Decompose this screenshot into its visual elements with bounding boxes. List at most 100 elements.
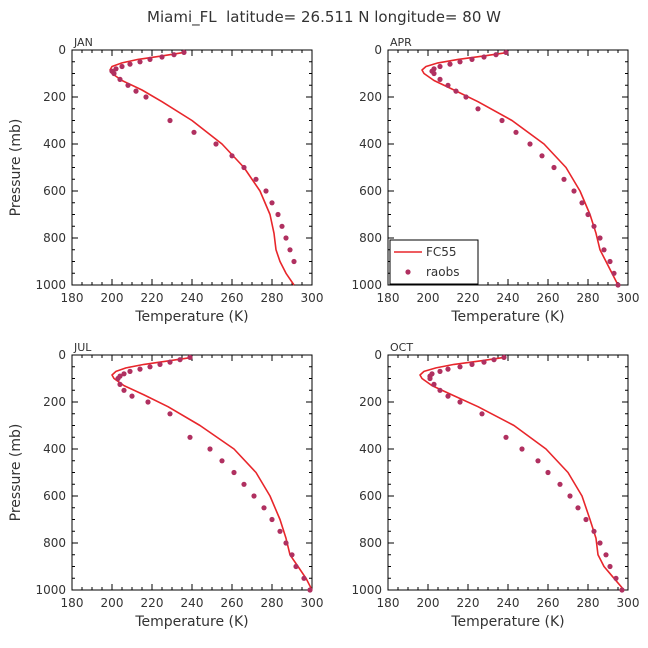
y-tick-label: 600	[359, 184, 382, 198]
data-point-raobs	[603, 552, 609, 558]
data-point-raobs	[145, 399, 151, 405]
panel-oct: 180 200 220 240 260 280 300 0 200 400 600 800 1000 OC…	[351, 341, 639, 630]
data-point-raobs	[619, 587, 625, 593]
panel-label: JAN	[73, 36, 93, 49]
x-tick-label: 300	[617, 596, 640, 610]
y-tick-label: 600	[43, 184, 66, 198]
data-point-raobs	[491, 357, 497, 363]
data-point-raobs	[437, 76, 443, 82]
data-point-raobs	[277, 528, 283, 534]
data-point-raobs	[445, 366, 451, 372]
x-axis-label: Temperature (K)	[134, 309, 248, 325]
data-point-raobs	[283, 235, 289, 241]
x-tick-label: 200	[101, 596, 124, 610]
data-point-raobs	[501, 354, 507, 360]
data-point-raobs	[143, 94, 149, 100]
legend-marker-swatch	[405, 269, 411, 275]
y-tick-label: 600	[359, 489, 382, 503]
x-tick-label: 280	[261, 596, 284, 610]
data-point-raobs	[591, 223, 597, 229]
y-tick-label: 400	[43, 442, 66, 456]
data-point-raobs	[111, 70, 117, 77]
data-point-raobs	[579, 200, 585, 206]
series-line-fc55	[419, 356, 625, 591]
data-point-raobs	[269, 516, 275, 523]
y-tick-label: 1000	[351, 278, 382, 292]
data-point-raobs	[115, 375, 121, 382]
x-tick-label: 180	[377, 291, 400, 305]
panel-label: JUL	[73, 341, 92, 354]
data-point-raobs	[269, 200, 275, 206]
x-tick-label: 240	[497, 291, 520, 305]
data-point-raobs	[187, 434, 193, 440]
data-point-raobs	[191, 129, 197, 135]
y-tick-label: 1000	[351, 583, 382, 597]
data-point-raobs	[591, 528, 597, 534]
data-point-raobs	[611, 270, 617, 276]
data-point-raobs	[121, 371, 127, 377]
data-point-raobs	[137, 366, 143, 372]
data-point-raobs	[117, 76, 123, 82]
x-tick-label: 280	[577, 291, 600, 305]
data-point-raobs	[457, 364, 463, 370]
data-point-raobs	[607, 258, 613, 265]
x-tick-label: 300	[301, 596, 324, 610]
panel-label: OCT	[390, 341, 413, 354]
data-point-raobs	[445, 82, 451, 88]
data-point-raobs	[539, 153, 545, 159]
data-point-raobs	[231, 469, 237, 476]
data-point-raobs	[613, 575, 619, 581]
data-point-raobs	[575, 505, 581, 511]
data-point-raobs	[437, 63, 443, 70]
y-tick-label: 0	[58, 43, 66, 57]
legend-label-obs: raobs	[426, 265, 460, 279]
data-point-raobs	[261, 505, 267, 511]
data-point-raobs	[167, 117, 173, 124]
data-point-raobs	[283, 540, 289, 546]
data-point-raobs	[275, 211, 281, 218]
data-point-raobs	[475, 106, 481, 112]
data-point-raobs	[287, 247, 293, 253]
data-point-raobs	[159, 54, 165, 60]
legend-label-model: FC55	[426, 245, 457, 259]
y-tick-label: 400	[359, 137, 382, 151]
x-tick-label: 180	[61, 596, 84, 610]
data-point-raobs	[127, 368, 133, 374]
data-point-raobs	[481, 54, 487, 60]
data-point-raobs	[457, 59, 463, 65]
x-tick-label: 180	[61, 291, 84, 305]
y-tick-label: 200	[359, 395, 382, 409]
data-point-raobs	[289, 552, 295, 558]
y-tick-label: 600	[43, 489, 66, 503]
data-point-raobs	[279, 223, 285, 229]
x-tick-label: 240	[497, 596, 520, 610]
data-point-raobs	[177, 357, 183, 363]
figure-title: Miami_FL latitude= 26.511 N longitude= 8…	[147, 8, 501, 27]
data-point-raobs	[469, 56, 475, 63]
x-tick-label: 300	[617, 291, 640, 305]
data-point-raobs	[117, 381, 123, 387]
data-point-raobs	[447, 61, 453, 67]
data-point-raobs	[567, 493, 573, 499]
data-point-raobs	[241, 164, 247, 171]
panel-label: APR	[390, 36, 412, 49]
data-point-raobs	[241, 481, 247, 487]
x-tick-label: 220	[457, 596, 480, 610]
x-tick-label: 300	[301, 291, 324, 305]
data-point-raobs	[431, 381, 437, 387]
data-point-raobs	[181, 49, 187, 56]
data-point-raobs	[207, 446, 213, 452]
x-axis-label: Temperature (K)	[450, 309, 564, 325]
x-tick-label: 240	[181, 596, 204, 610]
x-tick-label: 200	[101, 291, 124, 305]
y-tick-label: 200	[43, 395, 66, 409]
legend-box	[389, 239, 479, 285]
data-point-raobs	[291, 258, 297, 265]
data-point-raobs	[119, 63, 125, 70]
data-point-raobs	[479, 411, 485, 417]
data-point-raobs	[601, 247, 607, 253]
data-point-raobs	[427, 375, 433, 382]
data-point-raobs	[469, 361, 475, 367]
data-point-raobs	[121, 387, 127, 393]
